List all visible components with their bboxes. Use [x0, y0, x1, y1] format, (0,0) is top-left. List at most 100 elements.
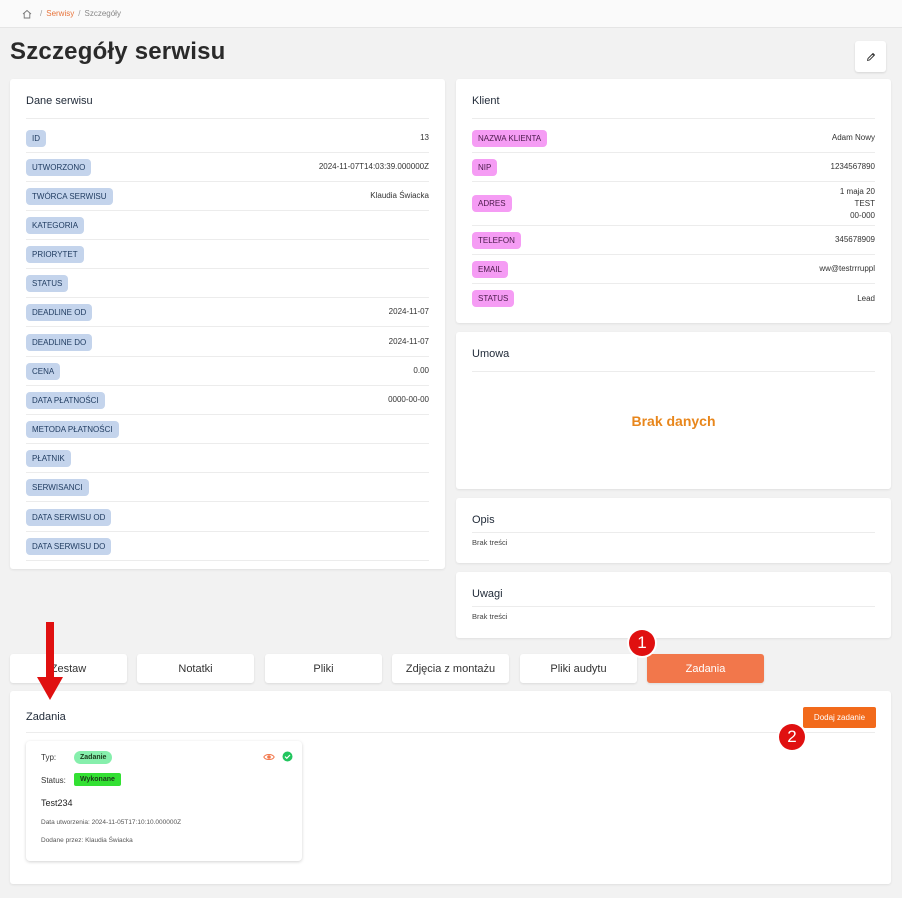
check-circle-icon[interactable]	[282, 751, 293, 762]
client-field-value: 345678909	[834, 235, 875, 244]
task-type-label: Typ:	[41, 753, 57, 762]
divider	[472, 371, 875, 372]
service-field-label: PRIORYTET	[26, 245, 84, 263]
service-row: DATA PŁATNOŚCI 0000-00-00	[26, 386, 429, 415]
service-row: DATA SERWISU OD	[26, 503, 429, 532]
breadcrumb-current: Szczegóły	[84, 9, 121, 18]
notes-text: Brak treści	[472, 612, 508, 621]
client-row: NIP 1234567890	[472, 153, 875, 182]
divider	[472, 118, 875, 119]
breadcrumb-link-services[interactable]: Serwisy	[46, 9, 75, 18]
client-field-value: Lead	[857, 293, 875, 303]
client-card: Klient NAZWA KLIENTA Adam Nowy NIP 12345678…	[456, 79, 891, 323]
service-field-value: 13	[420, 133, 429, 142]
service-field-value: 2024-11-07T14:03:39.000000Z	[318, 162, 429, 171]
address-line: 00-000	[850, 210, 875, 220]
client-field-value: 1 maja 20 TEST 00-000	[840, 186, 875, 222]
breadcrumb-separator: /	[78, 9, 81, 18]
service-row: METODA PŁATNOŚCI	[26, 415, 429, 444]
client-row: EMAIL ww@testrrruppl	[472, 255, 875, 284]
divider	[26, 118, 429, 119]
service-field-label: UTWORZONO	[26, 158, 92, 176]
tab-zestaw[interactable]: Zestaw	[10, 654, 127, 683]
page-title: Szczegóły serwisu	[10, 38, 226, 65]
client-row: NAZWA KLIENTA Adam Nowy	[472, 124, 875, 153]
service-field-label: CENA	[26, 362, 61, 380]
service-field-label: DEADLINE DO	[26, 333, 93, 351]
notes-card: Uwagi Brak treści	[456, 572, 891, 638]
tasks-title: Zadania	[26, 711, 66, 723]
tab-notatki[interactable]: Notatki	[137, 654, 254, 683]
service-field-value: 0.00	[413, 366, 429, 375]
service-field-label: SERWISANCI	[26, 478, 89, 496]
service-row: DEADLINE OD 2024-11-07	[26, 298, 429, 327]
service-field-value: 2024-11-07	[388, 307, 429, 316]
description-card: Opis Brak treści	[456, 498, 891, 563]
service-row: KATEGORIA	[26, 211, 429, 240]
task-name: Test234	[41, 798, 73, 808]
tab-zadania[interactable]: Zadania	[647, 654, 764, 683]
client-row: TELEFON 345678909	[472, 226, 875, 255]
tab-pliki[interactable]: Pliki	[265, 654, 382, 683]
service-row: PRIORYTET	[26, 240, 429, 269]
service-data-title: Dane serwisu	[26, 95, 93, 107]
edit-button[interactable]	[855, 41, 886, 72]
service-row: PŁATNIK	[26, 444, 429, 473]
client-field-label: NIP	[472, 158, 498, 176]
service-field-label: PŁATNIK	[26, 449, 71, 467]
service-row: TWÓRCA SERWISU Klaudia Świacka	[26, 182, 429, 211]
client-field-label: ADRES	[472, 195, 512, 212]
service-field-value: 2024-11-07	[388, 337, 429, 346]
client-field-label: STATUS	[472, 290, 515, 307]
service-row: ID 13	[26, 124, 429, 153]
breadcrumb-separator: /	[40, 9, 43, 18]
add-task-button[interactable]: Dodaj zadanie	[803, 707, 876, 728]
client-field-label: NAZWA KLIENTA	[472, 129, 548, 147]
notes-title: Uwagi	[472, 588, 503, 600]
service-field-label: DEADLINE OD	[26, 303, 93, 321]
description-title: Opis	[472, 514, 495, 526]
client-row: STATUS Lead	[472, 284, 875, 313]
task-added-by: Dodane przez: Klaudia Świacka	[41, 837, 133, 844]
address-line: TEST	[854, 198, 875, 208]
home-icon[interactable]	[22, 9, 32, 19]
service-data-card: Dane serwisu ID 13 UTWORZONO 2024-11-07T14:…	[10, 79, 445, 569]
address-line: 1 maja 20	[839, 186, 875, 196]
service-row: UTWORZONO 2024-11-07T14:03:39.000000Z	[26, 153, 429, 182]
tab-zdjęcia-z-montażu[interactable]: Zdjęcia z montażu	[392, 654, 509, 683]
client-field-value: ww@testrrruppl	[819, 264, 875, 273]
client-field-value: Adam Nowy	[831, 133, 875, 142]
service-field-label: KATEGORIA	[26, 216, 85, 234]
tab-pliki-audytu[interactable]: Pliki audytu	[520, 654, 637, 683]
contract-card: Umowa Brak danych	[456, 332, 891, 489]
description-text: Brak treści	[472, 538, 508, 547]
annotation-marker-1: 1	[629, 630, 655, 656]
service-field-label: METODA PŁATNOŚCI	[26, 420, 119, 438]
task-status-label: Status:	[41, 776, 66, 785]
contract-title: Umowa	[472, 348, 510, 360]
contract-empty-state: Brak danych	[631, 413, 716, 429]
client-field-label: EMAIL	[472, 260, 509, 278]
client-field-value: 1234567890	[830, 162, 876, 171]
task-status-badge: Wykonane	[74, 773, 121, 786]
service-field-label: STATUS	[26, 274, 69, 292]
service-field-value: Klaudia Świacka	[370, 191, 429, 200]
client-row: ADRES 1 maja 20 TEST 00-000	[472, 182, 875, 226]
service-field-label: TWÓRCA SERWISU	[26, 187, 113, 205]
divider	[472, 606, 875, 607]
service-row: DEADLINE DO 2024-11-07	[26, 328, 429, 357]
service-row: STATUS	[26, 269, 429, 298]
task-card[interactable]: Typ: Zadanie Status: Wykonane Test234 Da…	[26, 741, 302, 861]
eye-icon[interactable]	[263, 752, 275, 762]
service-field-label: DATA PŁATNOŚCI	[26, 391, 105, 409]
service-row: DATA SERWISU DO	[26, 532, 429, 561]
divider	[26, 732, 875, 733]
service-row: CENA 0.00	[26, 357, 429, 386]
task-type-badge: Zadanie	[74, 751, 113, 764]
client-field-label: TELEFON	[472, 231, 521, 249]
divider	[472, 532, 875, 533]
service-row: SERWISANCI	[26, 473, 429, 502]
service-field-value: 0000-00-00	[388, 395, 429, 404]
service-field-label: ID	[26, 129, 46, 147]
service-field-label: DATA SERWISU DO	[26, 537, 112, 555]
